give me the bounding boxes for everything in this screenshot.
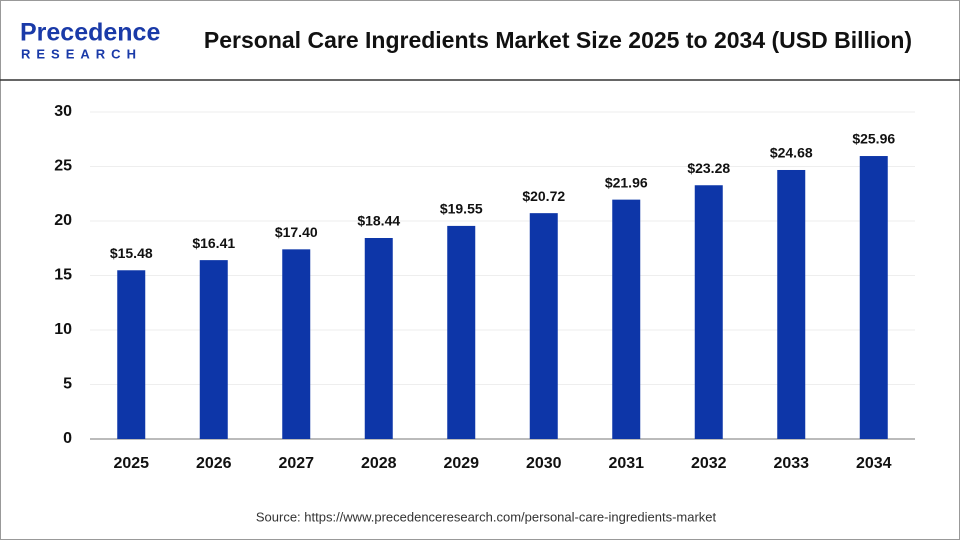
value-label: $17.40 bbox=[275, 224, 318, 240]
y-tick-label: 20 bbox=[54, 212, 72, 229]
bar bbox=[694, 185, 723, 439]
value-label: $25.96 bbox=[852, 131, 895, 147]
value-label: $20.72 bbox=[522, 188, 565, 204]
value-label: $15.48 bbox=[110, 245, 153, 261]
x-tick-label: 2031 bbox=[608, 455, 644, 472]
bar bbox=[199, 260, 228, 439]
value-label: $23.28 bbox=[687, 160, 730, 176]
x-tick-label: 2033 bbox=[773, 455, 809, 472]
x-tick-label: 2032 bbox=[691, 455, 727, 472]
chart-title: Personal Care Ingredients Market Size 20… bbox=[204, 27, 912, 53]
x-tick-label: 2030 bbox=[526, 455, 562, 472]
bar bbox=[117, 270, 146, 439]
value-label: $16.41 bbox=[192, 235, 235, 251]
y-tick-label: 5 bbox=[63, 376, 72, 393]
y-tick-label: 15 bbox=[54, 267, 72, 284]
bar bbox=[282, 249, 311, 439]
bar bbox=[447, 225, 476, 439]
value-label: $19.55 bbox=[440, 201, 483, 217]
logo-name: Precedence bbox=[20, 19, 160, 47]
x-tick-label: 2029 bbox=[443, 455, 479, 472]
bar bbox=[364, 238, 393, 439]
bar bbox=[612, 199, 641, 439]
x-tick-label: 2028 bbox=[361, 455, 397, 472]
x-tick-label: 2027 bbox=[278, 455, 314, 472]
bar bbox=[777, 169, 806, 439]
logo-tagline: RESEARCH bbox=[21, 46, 142, 61]
source: Source: https://www.precedenceresearch.c… bbox=[256, 509, 717, 524]
x-tick-label: 2034 bbox=[856, 455, 892, 472]
y-tick-label: 30 bbox=[54, 103, 72, 120]
x-tick-label: 2026 bbox=[196, 455, 232, 472]
value-label: $21.96 bbox=[605, 174, 648, 190]
bar bbox=[529, 213, 558, 439]
y-tick-label: 25 bbox=[54, 158, 72, 175]
bar bbox=[859, 156, 888, 439]
y-tick-label: 0 bbox=[63, 430, 72, 447]
x-tick-label: 2025 bbox=[113, 455, 149, 472]
y-tick-label: 10 bbox=[54, 321, 72, 338]
value-label: $24.68 bbox=[770, 145, 813, 161]
value-label: $18.44 bbox=[357, 213, 400, 229]
